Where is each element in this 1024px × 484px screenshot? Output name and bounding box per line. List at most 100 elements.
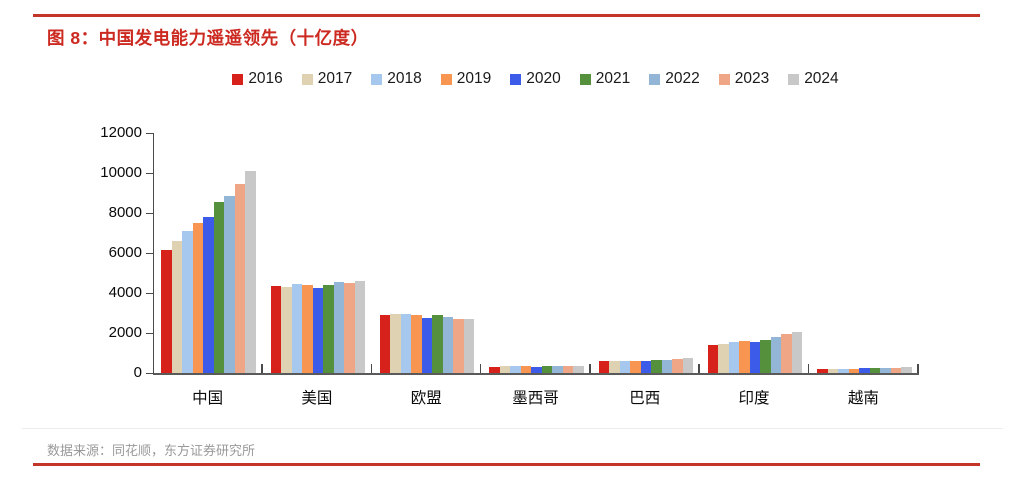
bar-2022-墨西哥 bbox=[552, 366, 563, 373]
bar-2017-越南 bbox=[827, 369, 839, 373]
source-note: 数据来源：同花顺，东方证券研究所 bbox=[47, 443, 256, 458]
bar-2018-越南 bbox=[838, 368, 849, 373]
bar-group-7 bbox=[810, 133, 919, 373]
legend-item-2022: 2022 bbox=[649, 70, 700, 88]
x-axis-tick-mark bbox=[479, 364, 482, 373]
bar-2022-中国 bbox=[224, 196, 235, 373]
bar-2020-印度 bbox=[749, 342, 761, 373]
y-axis-tick-label: 0 bbox=[133, 364, 142, 381]
legend-swatch-2024 bbox=[788, 73, 800, 85]
bar-2018-墨西哥 bbox=[510, 366, 521, 373]
legend-swatch-2018 bbox=[371, 73, 383, 85]
legend-swatch-2017 bbox=[301, 73, 313, 85]
legend-swatch-2019 bbox=[440, 73, 452, 85]
figure-title: 图 8：中国发电能力遥遥领先（十亿度） bbox=[47, 28, 369, 48]
bar-2024-美国 bbox=[354, 280, 366, 373]
x-axis-category-label: 中国 bbox=[192, 390, 224, 407]
bar-group-2 bbox=[263, 133, 372, 373]
bar-group-1 bbox=[154, 133, 263, 373]
bar-2020-中国 bbox=[203, 217, 214, 373]
x-axis-tick-mark bbox=[261, 364, 263, 373]
legend-label: 2016 bbox=[248, 70, 283, 87]
y-axis-tick-mark bbox=[146, 372, 153, 374]
bar-2021-印度 bbox=[760, 339, 771, 373]
bar-2016-中国 bbox=[161, 250, 172, 373]
bar-2023-越南 bbox=[890, 367, 902, 373]
bar-2019-墨西哥 bbox=[520, 366, 532, 373]
bar-2018-中国 bbox=[182, 230, 193, 373]
footer-divider bbox=[22, 428, 1003, 429]
legend-item-2020: 2020 bbox=[510, 70, 561, 88]
plot-area bbox=[153, 133, 919, 375]
y-axis-tick-mark bbox=[146, 132, 153, 134]
bar-groups bbox=[154, 133, 919, 373]
bar-2022-欧盟 bbox=[442, 317, 454, 373]
bar-2023-欧盟 bbox=[453, 319, 464, 373]
bar-2016-巴西 bbox=[598, 361, 610, 373]
bar-2024-中国 bbox=[245, 171, 256, 373]
bar-2024-印度 bbox=[791, 332, 803, 373]
bar-group-5 bbox=[591, 133, 700, 373]
legend-item-2023: 2023 bbox=[718, 70, 770, 88]
bar-group-3 bbox=[373, 133, 482, 373]
x-axis-tick-mark bbox=[807, 364, 810, 373]
bar-2022-巴西 bbox=[661, 359, 673, 373]
bar-2019-美国 bbox=[302, 285, 313, 373]
bar-2017-中国 bbox=[171, 240, 183, 373]
legend-item-2024: 2024 bbox=[788, 70, 839, 88]
legend-label: 2024 bbox=[804, 70, 839, 87]
y-axis-tick-label: 2000 bbox=[108, 324, 142, 341]
bar-2020-欧盟 bbox=[421, 317, 433, 373]
bar-2017-印度 bbox=[718, 343, 729, 373]
bar-2024-墨西哥 bbox=[573, 366, 584, 373]
bottom-divider-rule bbox=[33, 463, 980, 466]
bar-2016-印度 bbox=[707, 344, 719, 373]
bar-2021-越南 bbox=[869, 368, 881, 373]
bar-2020-美国 bbox=[312, 287, 324, 373]
bar-2019-越南 bbox=[848, 368, 860, 373]
legend-label: 2018 bbox=[387, 70, 422, 87]
y-axis-tick-label: 4000 bbox=[108, 284, 142, 301]
bar-2021-墨西哥 bbox=[541, 366, 553, 373]
bar-2019-欧盟 bbox=[411, 315, 422, 373]
x-axis-tick-mark bbox=[698, 364, 700, 373]
legend-swatch-2023 bbox=[718, 73, 730, 85]
bar-2019-中国 bbox=[192, 222, 204, 373]
bar-2020-越南 bbox=[859, 368, 870, 373]
bar-2017-墨西哥 bbox=[499, 366, 511, 373]
legend-swatch-2016 bbox=[232, 73, 244, 85]
y-axis-tick-mark bbox=[146, 252, 153, 254]
bar-2024-越南 bbox=[901, 366, 912, 373]
bar-2023-墨西哥 bbox=[562, 366, 574, 373]
bar-2017-欧盟 bbox=[390, 314, 401, 373]
bar-2023-美国 bbox=[344, 283, 355, 373]
x-axis-tick-mark bbox=[370, 364, 373, 373]
x-axis-category-label: 欧盟 bbox=[410, 390, 442, 407]
legend-item-2019: 2019 bbox=[440, 70, 492, 88]
x-axis-labels: 中国 美国 欧盟 墨西哥 巴西 印度 越南 bbox=[153, 386, 918, 408]
legend-label: 2019 bbox=[456, 70, 492, 87]
legend-label: 2017 bbox=[317, 70, 353, 87]
x-axis-tick-mark bbox=[589, 364, 591, 373]
legend-item-2018: 2018 bbox=[371, 70, 422, 88]
legend: 2016 2017 2018 2019 2020 2021 2022 2023 2024 bbox=[153, 70, 918, 88]
legend-label: 2020 bbox=[526, 70, 561, 87]
legend-swatch-2022 bbox=[649, 73, 661, 85]
x-axis-tick-mark bbox=[917, 364, 919, 373]
y-axis-tick-label: 12000 bbox=[100, 124, 142, 141]
y-axis-tick-mark bbox=[146, 212, 153, 214]
bar-2023-巴西 bbox=[672, 358, 683, 373]
bar-2023-中国 bbox=[234, 183, 246, 373]
legend-swatch-2021 bbox=[579, 73, 591, 85]
bar-2023-印度 bbox=[781, 334, 792, 373]
y-axis-tick-mark bbox=[146, 332, 153, 334]
bar-2021-巴西 bbox=[651, 359, 662, 373]
x-axis-category-label: 印度 bbox=[738, 390, 770, 407]
bar-2018-印度 bbox=[728, 341, 740, 373]
bar-2016-越南 bbox=[817, 369, 828, 373]
legend-item-2021: 2021 bbox=[579, 70, 630, 88]
bar-2018-巴西 bbox=[619, 361, 631, 373]
legend-label: 2023 bbox=[734, 70, 770, 87]
bar-2021-美国 bbox=[323, 284, 334, 373]
